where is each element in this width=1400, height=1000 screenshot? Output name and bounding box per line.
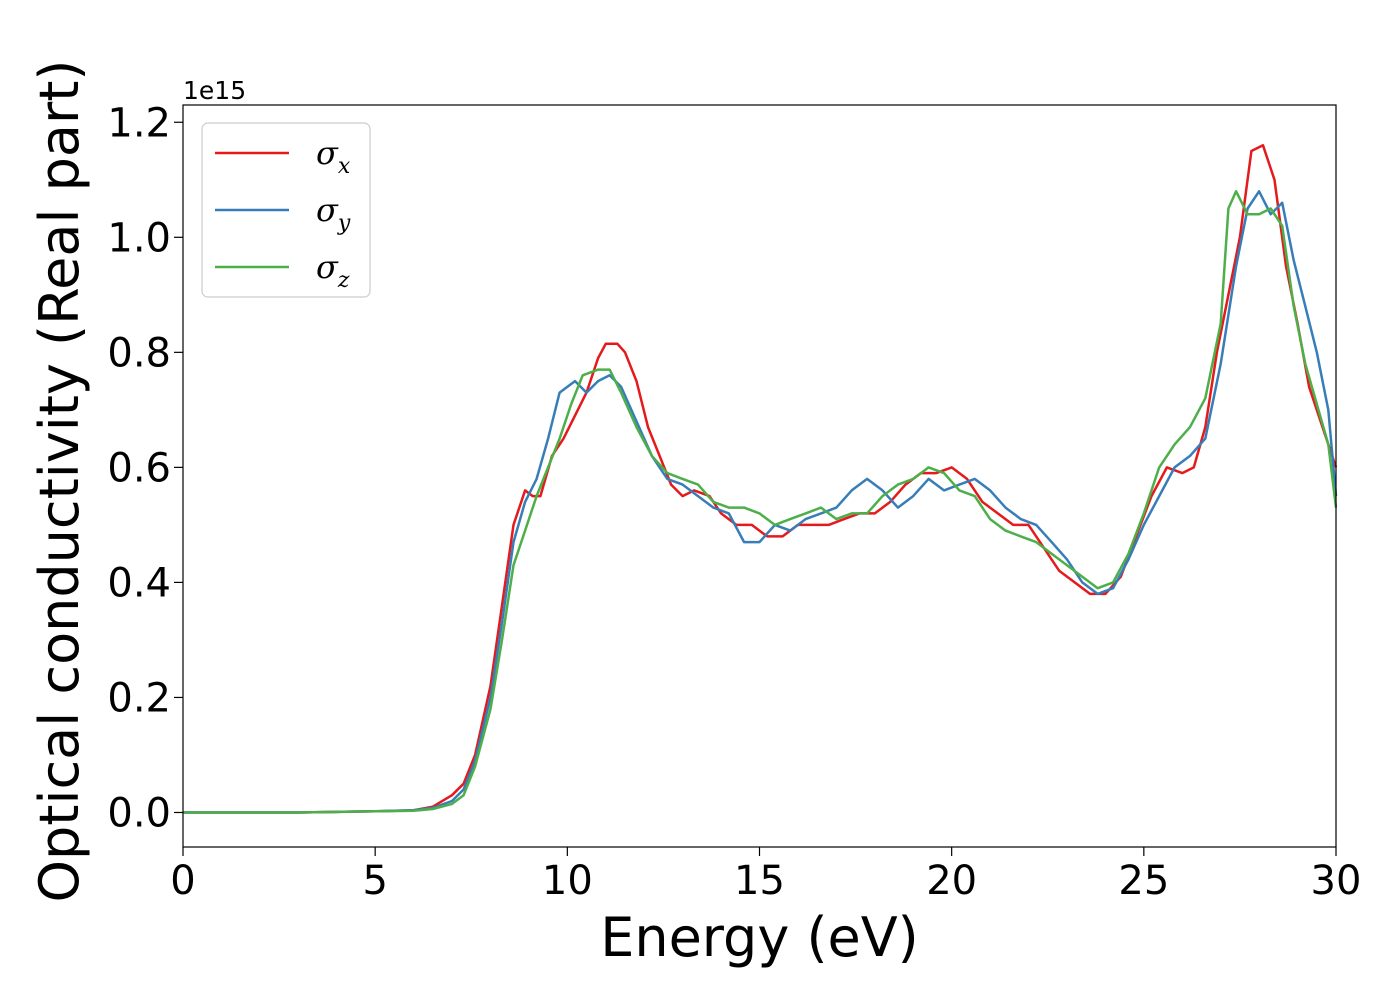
y-tick-label: 1.0 <box>107 215 171 261</box>
series-line-sigma-y <box>183 190 1338 814</box>
y-tick-label: 0.8 <box>107 330 171 376</box>
legend: σx σy σz <box>201 122 371 298</box>
legend-label-sigma-x: σx <box>316 134 351 179</box>
x-tick-label: 15 <box>734 858 785 904</box>
y-offset-text: 1e15 <box>183 76 246 105</box>
y-tick-label: 0.6 <box>107 445 171 491</box>
x-tick-label: 5 <box>362 858 387 904</box>
y-axis-ticks: 0.0 0.2 0.4 0.6 0.8 1.0 1.2 <box>107 100 183 836</box>
legend-label-sigma-z: σz <box>316 248 350 293</box>
y-tick-label: 0.2 <box>107 675 171 721</box>
series-line-sigma-z <box>183 190 1338 814</box>
x-tick-label: 30 <box>1311 858 1362 904</box>
y-tick-label: 1.2 <box>107 100 171 146</box>
y-tick-label: 0.0 <box>107 790 171 836</box>
series-line-sigma-x <box>183 144 1338 814</box>
y-axis-label: Optical conductivity (Real part) <box>28 60 91 903</box>
x-axis-ticks: 0 5 10 15 20 25 30 <box>170 847 1361 904</box>
x-axis-label: Energy (eV) <box>600 906 919 969</box>
series-layer <box>183 144 1338 814</box>
x-tick-label: 0 <box>170 858 195 904</box>
y-tick-label: 0.4 <box>107 560 171 606</box>
x-tick-label: 25 <box>1118 858 1169 904</box>
legend-label-sigma-y: σy <box>316 191 351 236</box>
x-tick-label: 20 <box>926 858 977 904</box>
x-tick-label: 10 <box>542 858 593 904</box>
